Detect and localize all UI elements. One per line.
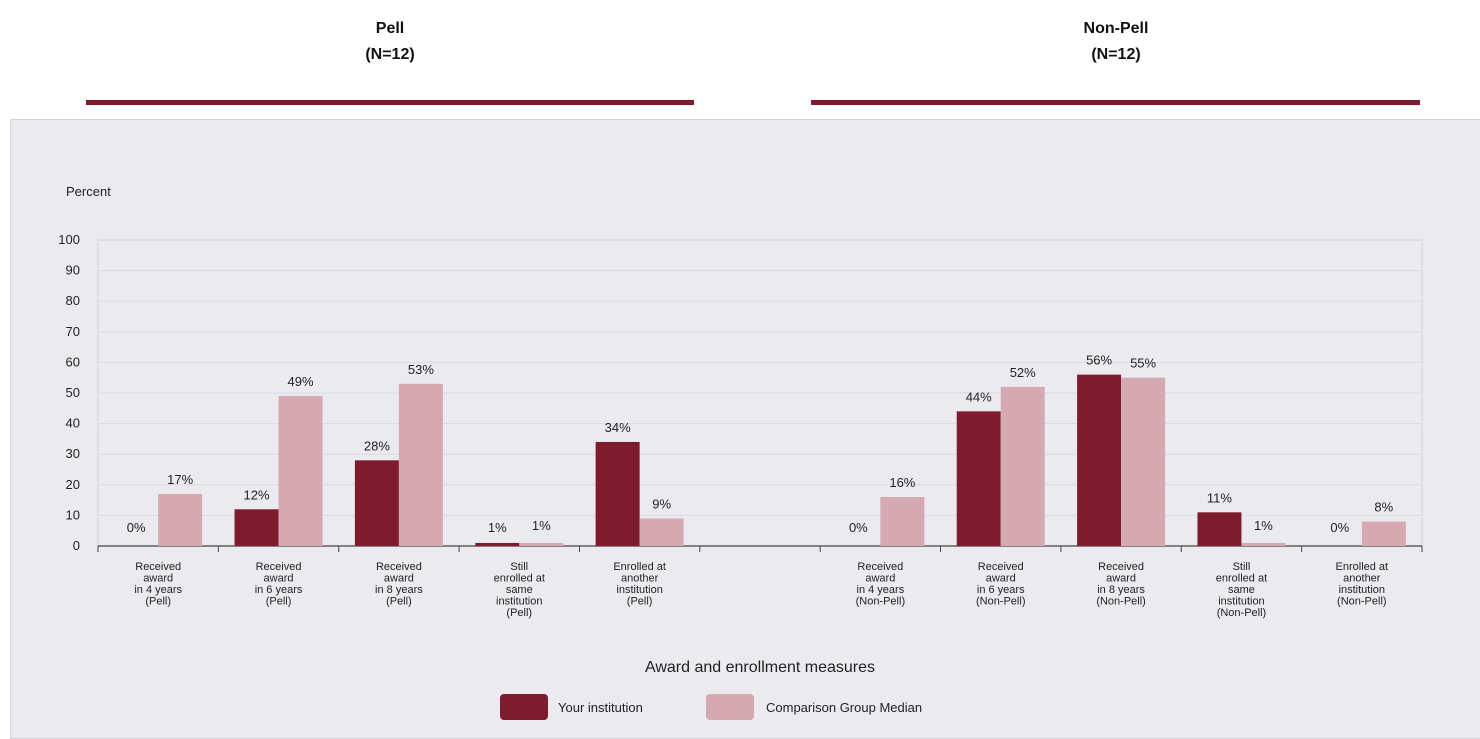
bar — [1241, 542, 1286, 546]
y-tick-label: 80 — [66, 293, 80, 308]
legend-swatch — [706, 694, 754, 720]
x-tick-label: Enrolled at another institution (Pell) — [613, 561, 666, 608]
x-tick-label: Still enrolled at same institution (Pell) — [494, 561, 545, 619]
x-tick-label: Still enrolled at same institution (Non-Pell… — [1216, 561, 1267, 619]
bar — [956, 411, 1001, 546]
group-header-non-pell: Non-Pell (N=12) — [916, 16, 1316, 68]
data-label: 56% — [1086, 353, 1112, 368]
data-label: 12% — [244, 487, 270, 502]
data-label: 44% — [966, 389, 992, 404]
bar — [475, 542, 520, 546]
x-tick-label: Received award in 6 years (Pell) — [255, 561, 303, 608]
data-label: 0% — [127, 520, 146, 535]
bar — [519, 542, 564, 546]
data-label: 28% — [364, 438, 390, 453]
data-label: 9% — [652, 496, 671, 511]
data-label: 34% — [605, 420, 631, 435]
x-axis-title: Award and enrollment measures — [645, 659, 875, 676]
bar — [398, 383, 443, 546]
chart-panel — [10, 119, 1480, 739]
group-header-pell: Pell (N=12) — [190, 16, 590, 68]
bar — [1361, 521, 1406, 546]
data-label: 49% — [288, 374, 314, 389]
x-tick-label: Received award in 4 years (Pell) — [134, 561, 182, 608]
legend-swatch — [500, 694, 548, 720]
data-label: 55% — [1130, 356, 1156, 371]
group-title-pell: Pell — [375, 20, 405, 37]
data-label: 17% — [167, 472, 193, 487]
data-label: 52% — [1010, 365, 1036, 380]
data-label: 8% — [1374, 500, 1393, 515]
y-tick-label: 30 — [66, 446, 80, 461]
group-title-non-pell: Non-Pell — [1083, 20, 1149, 37]
bar — [234, 509, 279, 546]
bar — [1000, 386, 1045, 546]
bar — [595, 441, 640, 546]
bar — [158, 493, 203, 546]
y-tick-label: 40 — [66, 416, 80, 431]
bar — [354, 460, 399, 546]
y-tick-label: 10 — [66, 507, 80, 522]
x-tick-label: Received award in 8 years (Pell) — [375, 561, 423, 608]
group-rule-non-pell — [811, 100, 1420, 105]
bar — [278, 396, 323, 546]
y-tick-label: 20 — [66, 477, 80, 492]
bar — [1121, 377, 1166, 546]
y-tick-label: 90 — [66, 263, 80, 278]
y-tick-label: 70 — [66, 324, 80, 339]
y-tick-label: 50 — [66, 385, 80, 400]
y-tick-label: 60 — [66, 354, 80, 369]
y-tick-label: 0 — [73, 538, 80, 553]
data-label: 0% — [1330, 520, 1349, 535]
data-label: 1% — [488, 520, 507, 535]
x-tick-label: Received award in 4 years (Non-Pell) — [856, 561, 906, 608]
x-tick-label: Received award in 8 years (Non-Pell) — [1096, 561, 1146, 608]
bar — [1197, 512, 1242, 546]
bar — [639, 518, 684, 546]
bar — [880, 497, 925, 546]
group-n-pell: (N=12) — [365, 46, 415, 63]
data-label: 1% — [532, 518, 551, 533]
x-tick-label: Enrolled at another institution (Non-Pell) — [1336, 561, 1389, 608]
x-tick-label: Received award in 6 years (Non-Pell) — [976, 561, 1026, 608]
data-label: 16% — [889, 475, 915, 490]
group-n-non-pell: (N=12) — [1091, 46, 1141, 63]
data-label: 53% — [408, 362, 434, 377]
data-label: 0% — [849, 520, 868, 535]
bar — [1077, 374, 1122, 546]
group-rule-pell — [86, 100, 694, 105]
legend-label: Comparison Group Median — [766, 700, 922, 715]
y-axis-title: Percent — [66, 184, 111, 199]
y-tick-label: 100 — [58, 232, 80, 247]
data-label: 11% — [1207, 490, 1232, 505]
legend-label: Your institution — [558, 700, 643, 715]
data-label: 1% — [1254, 518, 1273, 533]
